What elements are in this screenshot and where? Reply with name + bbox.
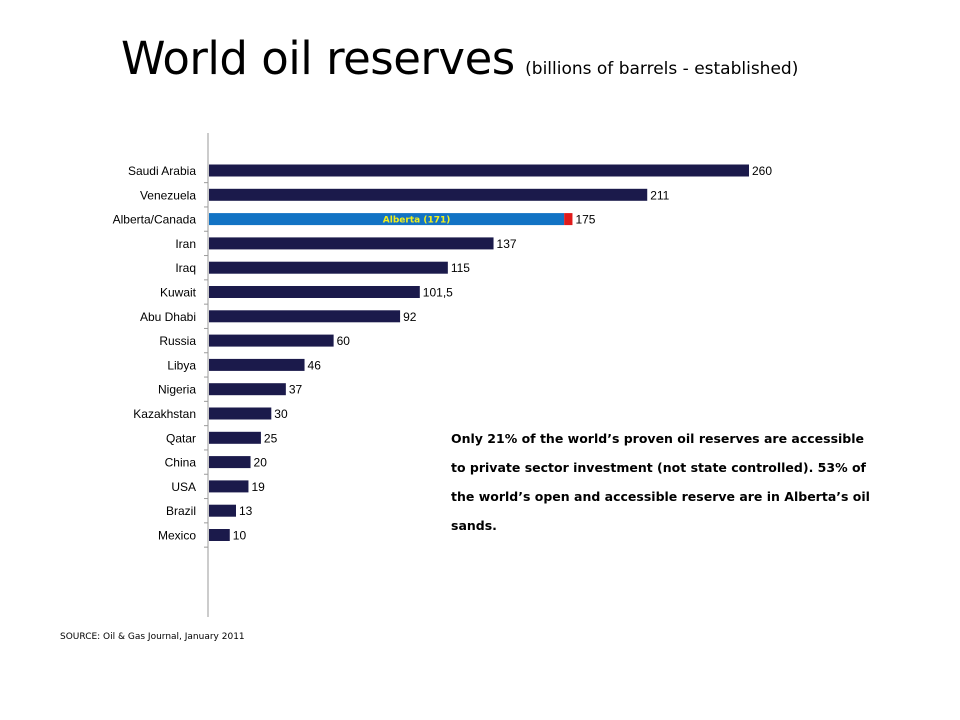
bar [209,407,272,420]
category-label: Libya [167,358,196,372]
bar-alberta-segment [209,213,565,226]
bar [209,261,448,274]
value-label: 175 [575,213,595,227]
value-label: 46 [308,358,322,372]
bar [209,480,249,493]
bar [209,358,305,371]
category-label: Iraq [175,261,196,275]
bar [209,456,251,469]
value-label: 60 [337,334,351,348]
bar [209,310,401,323]
category-label: Brazil [166,504,196,518]
bar-canada-remainder [564,213,573,226]
bar [209,504,236,517]
value-label: 37 [289,383,303,397]
bar [209,188,648,201]
value-label: 19 [251,480,265,494]
value-label: 92 [403,310,417,324]
title-main: World oil reserves [121,32,515,85]
value-label: 260 [752,164,772,178]
value-label: 20 [254,456,268,470]
value-label: 115 [451,261,470,275]
source-note: SOURCE: Oil & Gas Journal, January 2011 [60,632,245,642]
value-label: 211 [650,188,669,202]
category-label: Venezuela [140,188,196,202]
chart-title: World oil reserves (billions of barrels … [121,32,798,85]
category-label: China [165,456,197,470]
category-label: Iran [175,237,196,251]
category-label: Nigeria [158,383,196,397]
value-label: 137 [497,237,517,251]
bar [209,164,749,177]
annotation-note: Only 21% of the world’s proven oil reser… [451,431,870,533]
category-label: Kazakhstan [133,407,196,421]
category-label: Kuwait [160,286,197,300]
segment-label: Alberta (171) [383,216,451,226]
bar [209,529,230,541]
bar [209,334,334,347]
value-label: 13 [239,504,253,518]
category-label: USA [171,480,196,494]
category-label: Abu Dhabi [140,310,196,324]
title-subtitle: (billions of barrels - established) [525,59,799,79]
category-label: Saudi Arabia [128,164,196,178]
bar [209,237,494,250]
bar [209,383,286,396]
value-label: 10 [233,529,247,543]
value-label: 30 [274,407,288,421]
category-label: Mexico [158,529,196,543]
category-label: Alberta/Canada [113,213,197,227]
value-label: 25 [264,431,278,445]
value-label: 101,5 [423,286,453,300]
bar [209,286,420,298]
bar [209,431,261,444]
category-label: Russia [159,334,196,348]
category-label: Qatar [166,431,196,445]
